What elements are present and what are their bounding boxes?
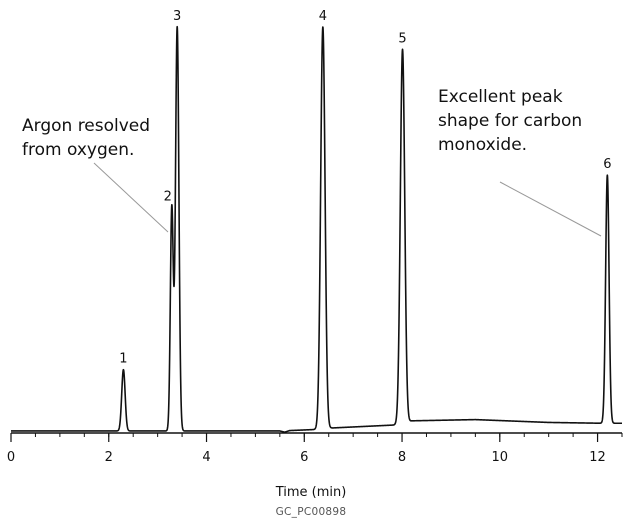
annotation-text: from oxygen. [22,140,134,160]
annotation-leader [93,162,169,233]
x-tick-label: 8 [398,450,406,465]
x-tick-label: 6 [300,450,308,465]
x-tick-label: 12 [589,450,606,465]
x-axis-title: Time (min) [275,485,347,500]
peak-label-2: 2 [164,190,172,205]
x-tick-label: 2 [105,450,113,465]
peak-label-4: 4 [319,9,327,24]
annotation-leader [499,181,602,237]
annotation-text: shape for carbon [438,111,582,131]
annotation-text: Excellent peak [438,87,563,107]
annotation-text: monoxide. [438,135,527,155]
annotation-2: Excellent peak shape for carbon monoxide. [438,87,602,237]
annotation-text: Argon resolved [22,116,150,136]
chromatogram-trace [10,25,623,433]
x-tick-label: 10 [492,450,509,465]
figure-code: GC_PC00898 [276,506,347,518]
annotation-1: Argon resolved from oxygen. [22,116,169,233]
peak-label-6: 6 [603,157,611,172]
peak-label-3: 3 [173,9,181,24]
peak-label-1: 1 [119,352,127,367]
peak-label-5: 5 [398,31,406,46]
x-tick-label: 4 [202,450,210,465]
x-tick-label: 0 [7,450,15,465]
